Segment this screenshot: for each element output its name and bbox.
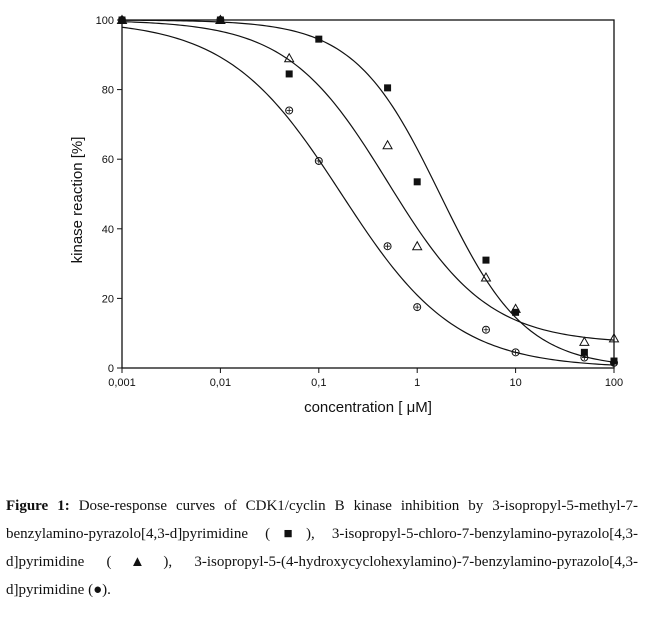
x-tick-label: 100 [605,377,623,389]
fit-curve-square [122,20,614,362]
data-point-square [482,257,489,264]
data-point-circle-cross [513,350,518,355]
x-tick-label: 10 [509,377,521,389]
data-point-circle-cross [483,327,488,332]
data-point-square [315,36,322,43]
data-point-triangle [580,337,589,345]
fit-curve-triangle [122,22,614,340]
y-tick-label: 40 [102,224,114,236]
data-point-square [384,84,391,91]
x-tick-label: 0,001 [108,377,136,389]
figure-caption: Figure 1: Dose-response curves of CDK1/c… [6,492,638,604]
y-tick-label: 0 [108,363,114,375]
figure-caption-text: Dose-response curves of CDK1/cyclin B ki… [6,498,638,598]
fit-curve-circle [122,27,614,365]
dose-response-chart: 0 20 40 60 80 100 0,001 0,01 0,1 1 10 100 kinase r… [0,0,656,470]
y-tick-label: 60 [102,154,114,166]
x-tick-label: 1 [414,377,420,389]
x-tick-label: 0,1 [311,377,326,389]
data-point-square [414,178,421,185]
data-point-circle-cross [385,244,390,249]
data-point-triangle [413,242,422,250]
x-axis-label: concentration [ μM] [304,399,432,416]
y-tick-label: 20 [102,293,114,305]
y-tick-label: 100 [96,15,114,27]
data-point-circle-cross [287,108,292,113]
data-point-circle-cross [415,305,420,310]
y-tick-label: 80 [102,85,114,97]
x-tick-label: 0,01 [210,377,231,389]
plot-frame [122,20,614,368]
data-point-square [286,70,293,77]
data-point-triangle [383,141,392,149]
figure-caption-label: Figure 1: [6,498,70,514]
y-axis-label: kinase reaction [%] [69,137,86,264]
